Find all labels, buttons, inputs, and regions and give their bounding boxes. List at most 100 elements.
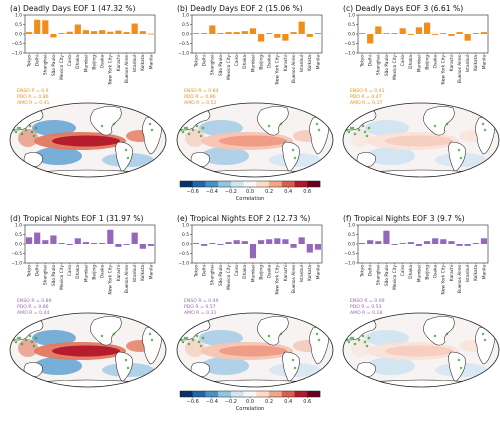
land-antarctica	[184, 169, 326, 177]
stat-3: AMO R = 0.52	[184, 100, 216, 106]
stat-2: PDO R = 0.47	[350, 94, 382, 100]
city-marker	[345, 338, 349, 342]
stat-1: ENSO R = 0.49	[184, 298, 219, 304]
bar-2	[367, 34, 374, 44]
colorbar-tick-label: −0.4	[206, 399, 218, 405]
x-tick-label: Tokyo	[26, 265, 32, 278]
bar-6	[66, 31, 73, 34]
y-tick-label: 0.0	[182, 32, 189, 38]
y-tick-label: 1.0	[182, 13, 189, 19]
city-marker	[20, 342, 24, 346]
colorbar-tick-label: 0.4	[284, 399, 292, 405]
x-tick-label: Shanghai	[43, 265, 49, 285]
bar-1	[25, 32, 33, 34]
bar-11	[440, 239, 447, 244]
x-tick-label: Dhaka	[75, 265, 81, 279]
bar-10	[99, 243, 106, 244]
bar-13	[290, 32, 297, 34]
colorbar-tick-label: −0.6	[187, 189, 199, 195]
bar-6	[233, 240, 240, 244]
x-tick-label: Istanbul	[132, 265, 138, 282]
bar-7	[407, 34, 414, 35]
city-marker	[126, 366, 130, 370]
colorbar-tick-label: 0.0	[246, 189, 254, 195]
stat-3: AMO R = 0.18	[350, 310, 382, 316]
city-marker	[457, 148, 461, 152]
x-tick-label: Istanbul	[132, 55, 138, 72]
colorbar-swatch	[307, 181, 321, 187]
city-marker	[14, 130, 18, 134]
city-marker	[12, 338, 16, 342]
city-marker	[445, 122, 449, 126]
x-tick-label: São Paulo	[51, 265, 57, 286]
x-tick-label: Delhi	[368, 265, 374, 276]
bar-6	[233, 32, 240, 34]
map-outline	[9, 102, 167, 178]
bar-5	[58, 33, 65, 34]
x-tick-label: Mumbai	[83, 55, 89, 72]
city-marker	[148, 122, 152, 126]
y-tick-label: −1.0	[178, 51, 189, 57]
x-tick-label: Buenos Aires	[124, 264, 130, 293]
city-marker	[267, 124, 271, 128]
y-tick-label: −0.5	[178, 251, 189, 257]
y-tick-label: 0.0	[15, 32, 22, 38]
bar-13	[123, 244, 130, 245]
panel-2: (b) Deadly Days EOF 2 (15.06 %)1.0 0.5 0.0…	[176, 4, 334, 178]
y-tick-label: −1.0	[344, 261, 355, 267]
x-tick-label: Istanbul	[299, 265, 305, 282]
bar-1	[192, 33, 200, 34]
blue-anomaly	[199, 330, 243, 346]
stat-3: AMO R = 0.31	[184, 310, 216, 316]
colorbar-swatch	[256, 181, 270, 187]
bar-12	[448, 34, 455, 36]
red-anomaly	[351, 339, 371, 357]
bar-14	[131, 23, 138, 34]
bar-4	[217, 244, 224, 245]
colorbar-swatch	[243, 181, 257, 187]
city-marker	[291, 148, 295, 152]
land-antarctica	[350, 379, 492, 387]
x-tick-label: Shanghai	[376, 55, 382, 75]
stat-2: PDO R = 0.57	[184, 304, 216, 310]
colorbar-swatch	[294, 181, 308, 187]
city-marker	[293, 366, 297, 370]
bar-16	[147, 33, 155, 35]
colorbar-swatch	[192, 181, 206, 187]
x-tick-label: New York City	[441, 55, 447, 85]
x-tick-label: Buenos Aires	[291, 264, 297, 293]
bar-8	[249, 28, 257, 34]
city-marker	[353, 132, 357, 136]
city-marker	[347, 340, 351, 344]
city-marker	[367, 336, 371, 340]
land-north-america	[257, 106, 289, 136]
y-tick-label: 1.0	[15, 223, 22, 229]
blue-anomaly	[32, 330, 76, 346]
city-marker	[267, 334, 271, 338]
x-tick-label: Beijing	[91, 55, 97, 70]
panel-title: (f) Tropical Nights EOF 3 (9.7 %)	[343, 214, 465, 223]
bar-11	[107, 229, 114, 244]
land-australia	[190, 362, 210, 377]
map-outline	[342, 102, 500, 178]
red-anomaly	[351, 129, 371, 147]
colorbar-swatch	[256, 391, 270, 397]
x-tick-label: São Paulo	[51, 55, 57, 76]
bar-15	[472, 33, 479, 34]
x-tick-label: Tokyo	[359, 265, 365, 278]
y-tick-label: −0.5	[11, 41, 22, 47]
city-marker	[195, 334, 199, 338]
city-marker	[124, 148, 128, 152]
colorbar-swatch	[218, 181, 232, 187]
y-tick-label: 0.5	[15, 232, 22, 238]
city-marker	[197, 130, 201, 134]
x-tick-label: Karachi	[116, 265, 122, 281]
bar-14	[131, 232, 138, 244]
y-tick-label: 1.0	[348, 13, 355, 19]
x-tick-label: Kolkata	[307, 55, 313, 71]
panel-4: (d) Tropical Nights EOF 1 (31.97 %)1.0 0.…	[9, 214, 167, 388]
city-marker	[433, 334, 437, 338]
colorbar-swatch	[230, 181, 244, 187]
bar-15	[472, 243, 479, 244]
correlation-map	[343, 103, 499, 177]
